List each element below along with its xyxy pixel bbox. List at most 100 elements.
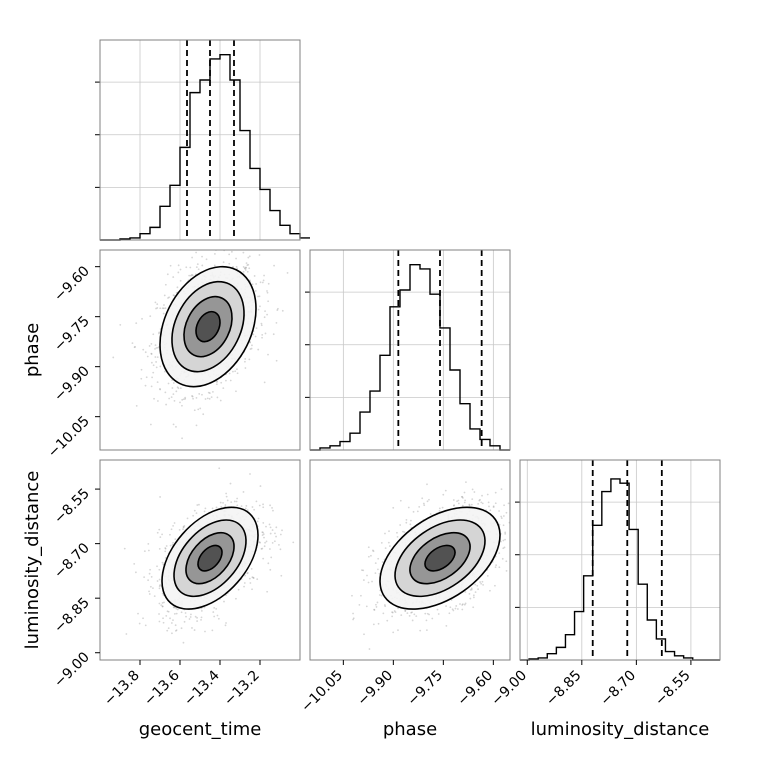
scatter-point bbox=[445, 624, 448, 627]
scatter-point bbox=[262, 531, 264, 534]
scatter-point bbox=[376, 601, 379, 604]
scatter-point bbox=[158, 568, 161, 571]
scatter-point bbox=[137, 612, 139, 615]
scatter-point bbox=[473, 491, 476, 493]
scatter-point bbox=[230, 250, 233, 253]
contour-line bbox=[379, 506, 501, 610]
scatter-point bbox=[377, 568, 379, 571]
scatter-point bbox=[471, 498, 474, 501]
y-axis-label: luminosity_distance bbox=[22, 471, 43, 650]
scatter-point bbox=[280, 574, 283, 577]
scatter-point bbox=[412, 510, 415, 513]
scatter-point bbox=[265, 540, 268, 543]
scatter-point bbox=[470, 503, 473, 506]
scatter-point bbox=[181, 437, 183, 440]
scatter-point bbox=[507, 502, 510, 505]
scatter-point bbox=[247, 256, 250, 259]
scatter-point bbox=[419, 629, 422, 632]
panel-frame bbox=[99, 459, 301, 661]
scatter-point bbox=[235, 597, 237, 600]
scatter-point bbox=[167, 382, 170, 385]
scatter-point bbox=[498, 552, 501, 555]
scatter-point bbox=[244, 367, 247, 369]
scatter-point bbox=[152, 333, 155, 336]
scatter-point bbox=[469, 589, 472, 591]
scatter-point bbox=[525, 542, 527, 544]
scatter-point bbox=[204, 398, 207, 400]
histogram-panel-luminosity_distance bbox=[515, 459, 721, 661]
scatter-point bbox=[149, 423, 152, 426]
contour-line bbox=[424, 544, 456, 572]
contour-line bbox=[195, 310, 221, 343]
scatter-point bbox=[150, 352, 153, 355]
scatter-point bbox=[454, 607, 457, 610]
scatter-point bbox=[244, 358, 247, 360]
x-tick-label: −9.60 bbox=[455, 668, 497, 710]
x-tick-label: −10.05 bbox=[298, 668, 346, 716]
scatter-point bbox=[225, 492, 228, 495]
scatter-point bbox=[449, 606, 452, 609]
scatter-point bbox=[259, 541, 261, 544]
scatter-point bbox=[251, 506, 254, 508]
scatter-point bbox=[189, 266, 192, 269]
scatter-point bbox=[224, 624, 227, 627]
scatter-point bbox=[170, 396, 173, 399]
x-axis-label: luminosity_distance bbox=[531, 719, 710, 740]
scatter-point bbox=[248, 267, 251, 270]
scatter-point bbox=[362, 579, 365, 581]
scatter-point bbox=[153, 595, 156, 598]
y-tick-label: −9.75 bbox=[51, 313, 93, 355]
scatter-point bbox=[215, 245, 217, 247]
scatter-point bbox=[182, 525, 185, 528]
scatter-point bbox=[150, 342, 153, 345]
scatter-point bbox=[513, 479, 515, 481]
scatter-point bbox=[169, 617, 171, 620]
scatter-point bbox=[452, 499, 455, 501]
scatter-point bbox=[154, 301, 157, 304]
scatter-point bbox=[258, 541, 261, 543]
scatter-point bbox=[268, 523, 271, 526]
scatter-point bbox=[189, 616, 192, 618]
scatter-point bbox=[424, 612, 427, 615]
scatter-point bbox=[279, 548, 282, 551]
scatter-point bbox=[170, 528, 173, 531]
contour-line bbox=[185, 531, 235, 585]
scatter-point bbox=[452, 504, 455, 507]
scatter-point bbox=[270, 556, 273, 559]
scatter-point bbox=[462, 497, 464, 499]
scatter-point bbox=[146, 355, 149, 358]
scatter-point bbox=[135, 404, 138, 407]
scatter-point bbox=[159, 388, 162, 391]
scatter-point bbox=[144, 351, 147, 354]
scatter-point bbox=[131, 342, 134, 345]
histogram-step bbox=[100, 54, 310, 241]
scatter-point bbox=[172, 619, 174, 622]
scatter-point bbox=[206, 397, 209, 400]
scatter-point bbox=[143, 550, 146, 553]
scatter-point bbox=[135, 322, 138, 325]
scatter-point bbox=[245, 267, 247, 269]
scatter-point bbox=[352, 612, 354, 615]
scatter-point bbox=[514, 563, 516, 565]
contour-line bbox=[171, 280, 245, 373]
scatter-point bbox=[192, 514, 195, 517]
scatter-point bbox=[157, 400, 159, 402]
scatter-point bbox=[246, 572, 249, 574]
scatter-point bbox=[185, 615, 187, 618]
scatter-point bbox=[148, 345, 151, 347]
scatter-point bbox=[264, 310, 266, 313]
scatter-point bbox=[230, 247, 232, 249]
scatter-point bbox=[164, 547, 167, 549]
scatter-point bbox=[173, 606, 175, 609]
scatter-point bbox=[256, 578, 259, 581]
scatter-point bbox=[392, 631, 395, 634]
scatter-point bbox=[211, 507, 214, 510]
scatter-point bbox=[158, 613, 160, 615]
scatter-point bbox=[464, 591, 467, 593]
scatter-point bbox=[402, 530, 404, 533]
scatter-point bbox=[215, 506, 218, 509]
scatter-point bbox=[471, 488, 474, 491]
scatter-point bbox=[494, 491, 497, 494]
scatter-point bbox=[252, 333, 255, 336]
